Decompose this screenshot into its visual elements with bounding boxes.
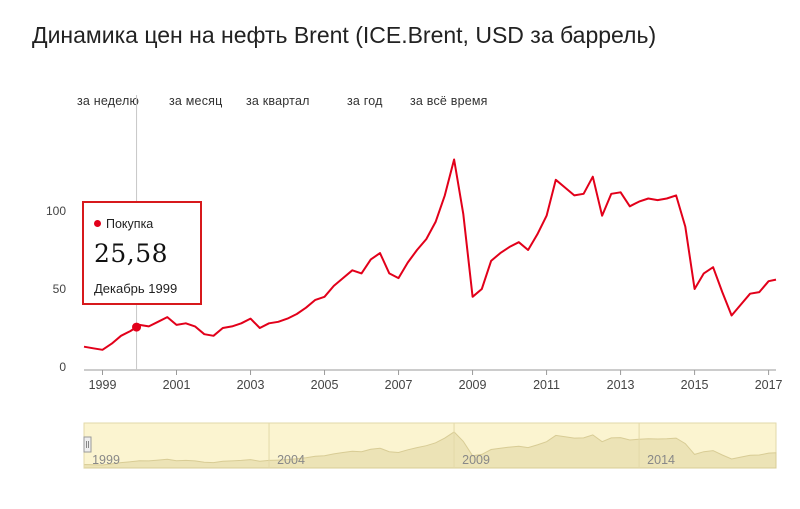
x-tick-label: 2009 <box>459 378 487 392</box>
x-tick-label: 2005 <box>311 378 339 392</box>
tooltip-series-label: Покупка <box>106 217 154 231</box>
tooltip: Покупка 25,58 Декабрь 1999 <box>82 201 202 305</box>
navigator-series-area <box>83 431 777 469</box>
range-month-button[interactable]: за месяц <box>169 94 223 108</box>
y-axis-labels: 0 50 100 <box>46 204 66 374</box>
series-dot-icon <box>94 220 101 227</box>
y-tick-label: 50 <box>53 282 67 296</box>
x-tick-label: 2001 <box>163 378 191 392</box>
series-line-pokupka <box>83 158 777 351</box>
tooltip-value: 25,58 <box>94 239 169 268</box>
y-tick-label: 0 <box>59 360 66 374</box>
tooltip-series: Покупка <box>94 217 153 231</box>
x-tick-label: 2003 <box>237 378 265 392</box>
tooltip-date: Декабрь 1999 <box>94 281 178 296</box>
range-week-button[interactable]: за неделю <box>77 94 140 108</box>
x-tick-label: 1999 <box>89 378 117 392</box>
x-axis-ticks: 1999 2001 2003 2005 2007 2009 2011 2013 2015 2017 <box>89 370 783 392</box>
x-tick-label: 2011 <box>533 378 560 392</box>
navigator-tick-label: 2014 <box>647 453 675 467</box>
x-tick-label: 2013 <box>607 378 635 392</box>
navigator-labels: 1999 2004 2009 2014 <box>92 453 675 467</box>
chart-title: Динамика цен на нефть Brent (ICE.Brent, … <box>32 22 657 48</box>
navigator-left-handle[interactable] <box>83 436 92 453</box>
x-tick-label: 2007 <box>385 378 413 392</box>
navigator-tick-label: 1999 <box>92 453 120 467</box>
navigator-tick-label: 2009 <box>462 453 490 467</box>
highlight-point[interactable] <box>132 322 142 332</box>
range-all-button[interactable]: за всё время <box>410 94 488 108</box>
range-quarter-button[interactable]: за квартал <box>246 94 310 108</box>
navigator-tick-label: 2004 <box>277 453 305 467</box>
x-tick-label: 2017 <box>755 378 783 392</box>
x-tick-label: 2015 <box>681 378 709 392</box>
y-tick-label: 100 <box>46 204 66 218</box>
range-year-button[interactable]: за год <box>347 94 383 108</box>
